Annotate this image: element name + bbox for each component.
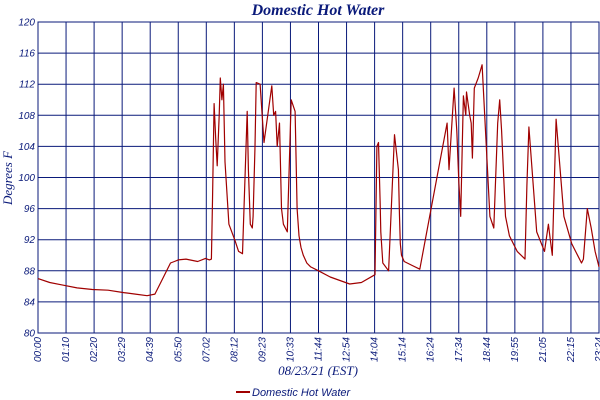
x-tick-label: 19:55 bbox=[510, 337, 521, 362]
y-tick-label: 96 bbox=[24, 204, 36, 215]
x-tick-label: 04:39 bbox=[145, 337, 156, 362]
y-tick-label: 104 bbox=[18, 142, 35, 153]
y-tick-label: 84 bbox=[24, 297, 36, 308]
chart-title: Domestic Hot Water bbox=[251, 2, 386, 19]
x-tick-label: 08:12 bbox=[229, 337, 240, 362]
y-axis-label: Degrees F bbox=[0, 150, 15, 206]
x-tick-label: 16:24 bbox=[426, 337, 437, 362]
y-tick-label: 112 bbox=[19, 80, 35, 91]
y-tick-label: 80 bbox=[24, 329, 36, 340]
x-axis-ticks: 00:00 01:10 02:20 03:29 04:39 05:50 07:02 08:12… bbox=[33, 337, 600, 363]
x-tick-label: 14:04 bbox=[370, 337, 381, 362]
x-tick-label: 23:24 bbox=[594, 337, 600, 363]
grid-lines bbox=[37, 21, 600, 334]
x-tick-label: 07:02 bbox=[201, 337, 212, 362]
series-line-0 bbox=[37, 64, 600, 297]
x-tick-label: 18:44 bbox=[482, 337, 493, 362]
y-tick-label: 92 bbox=[24, 235, 36, 246]
x-tick-label: 05:50 bbox=[173, 337, 184, 362]
y-tick-label: 116 bbox=[19, 49, 35, 60]
x-tick-label: 10:33 bbox=[285, 337, 296, 362]
y-tick-label: 108 bbox=[18, 111, 35, 122]
y-tick-label: 88 bbox=[24, 266, 36, 277]
x-tick-label: 12:54 bbox=[342, 337, 353, 362]
x-tick-label: 01:10 bbox=[61, 337, 72, 362]
y-tick-label: 120 bbox=[18, 18, 35, 29]
x-tick-label: 21:05 bbox=[538, 337, 549, 363]
series-layer bbox=[37, 64, 600, 297]
x-tick-label: 17:34 bbox=[454, 337, 465, 362]
legend: Domestic Hot Water bbox=[236, 387, 352, 399]
x-tick-label: 03:29 bbox=[117, 337, 128, 362]
x-tick-label: 09:23 bbox=[257, 337, 268, 362]
x-tick-label: 11:44 bbox=[314, 337, 325, 362]
legend-label: Domestic Hot Water bbox=[252, 387, 352, 399]
x-tick-label: 22:15 bbox=[566, 337, 577, 363]
y-tick-label: 100 bbox=[18, 173, 35, 184]
x-tick-label: 00:00 bbox=[33, 337, 44, 362]
x-axis-label: 08/23/21 (EST) bbox=[278, 363, 358, 378]
x-tick-label: 15:14 bbox=[398, 337, 409, 362]
x-tick-label: 02:20 bbox=[89, 337, 100, 362]
y-axis-ticks: 80 84 88 92 96 100 104 108 112 116 120 bbox=[18, 18, 35, 340]
